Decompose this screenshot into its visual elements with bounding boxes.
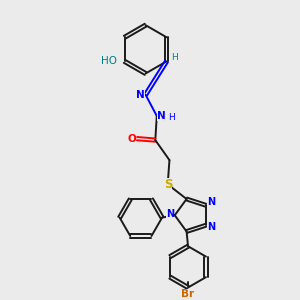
Text: Br: Br bbox=[182, 289, 195, 299]
Text: H: H bbox=[168, 113, 175, 122]
Text: O: O bbox=[128, 134, 136, 144]
Text: H: H bbox=[171, 53, 178, 62]
Text: HO: HO bbox=[101, 56, 117, 65]
Text: N: N bbox=[136, 90, 145, 100]
Text: N: N bbox=[207, 222, 215, 232]
Text: S: S bbox=[164, 178, 172, 191]
Text: N: N bbox=[157, 111, 166, 121]
Text: N: N bbox=[166, 209, 174, 219]
Text: N: N bbox=[207, 197, 215, 207]
